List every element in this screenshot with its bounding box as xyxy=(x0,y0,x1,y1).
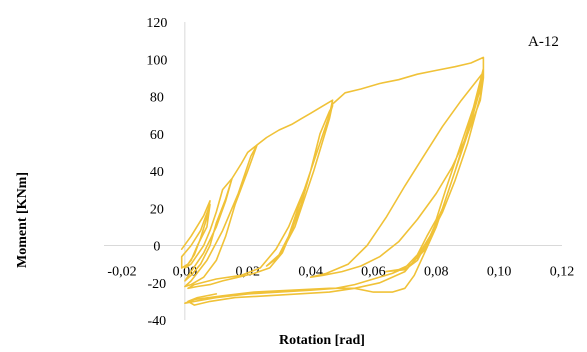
x-tick-label: 0,06 xyxy=(361,265,386,280)
chart-annotation: A-12 xyxy=(528,34,559,50)
y-tick-label: -20 xyxy=(148,277,167,292)
x-tick-label: 0,10 xyxy=(487,265,512,280)
y-tick-label: 0 xyxy=(153,240,160,255)
y-tick-label: 100 xyxy=(146,53,167,68)
x-axis-title: Rotation [rad] xyxy=(279,333,365,348)
y-tick-label: 40 xyxy=(150,165,164,180)
y-tick-label: 120 xyxy=(146,16,167,31)
x-tick-label: 0,12 xyxy=(550,265,575,280)
y-tick-label: 80 xyxy=(150,91,164,106)
x-tick-label: -0,02 xyxy=(107,265,136,280)
y-tick-labels: -40 -20 0 20 40 60 80 100 120 xyxy=(146,16,167,329)
x-tick-label: 0,08 xyxy=(424,265,449,280)
y-tick-label: 20 xyxy=(150,202,164,217)
y-axis-title: Moment [KNm] xyxy=(15,172,30,268)
series-line xyxy=(180,56,485,306)
y-tick-label: -40 xyxy=(148,314,167,329)
y-tick-label: 60 xyxy=(150,128,164,143)
